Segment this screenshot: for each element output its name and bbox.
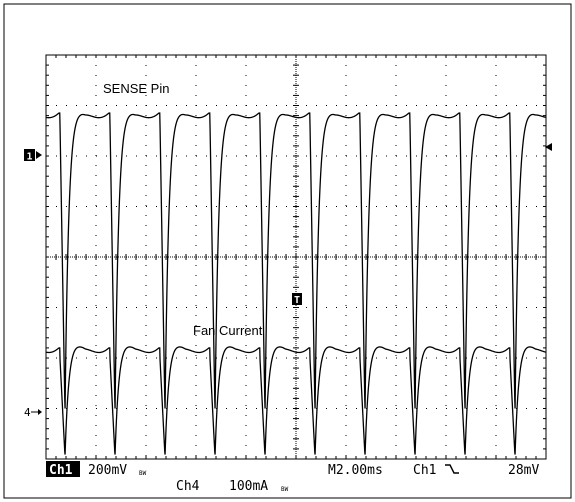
ch4-scale: 100mA: [229, 479, 268, 494]
annotation-sense-pin: SENSE Pin: [103, 81, 169, 96]
ch1-label: Ch1: [49, 463, 73, 478]
trigger-level: 28mV: [508, 463, 539, 478]
falling-edge-icon: [445, 464, 459, 474]
trace-fan-current: [45, 346, 547, 455]
ch4-ground-label: 4: [24, 406, 31, 419]
trace-sense-pin: [45, 112, 547, 409]
trigger-level-arrow-icon: [545, 143, 552, 151]
traces: [45, 112, 547, 455]
timebase-readout: M2.00ms: [328, 463, 383, 478]
ch1-ground-label: 1: [27, 152, 33, 163]
readout-bar: Ch1 200mV BW Ch4 100mA BW M2.00ms Ch1 28…: [46, 461, 539, 494]
ch4-label: Ch4: [176, 479, 200, 494]
ch4-bw-mark: BW: [281, 486, 289, 493]
ch1-ground-marker: 1: [24, 149, 42, 163]
ch1-label-box: [46, 461, 80, 477]
ch4-ground-arrow-icon: [38, 409, 42, 415]
ch4-ground-marker: 4: [24, 406, 42, 419]
annotation-fan-current: Fan Current: [193, 323, 263, 338]
ch1-ground-arrow-icon: [36, 151, 42, 159]
ch1-bw-mark: BW: [139, 470, 147, 477]
trigger-position-marker: T: [292, 293, 302, 306]
ch1-scale: 200mV: [88, 463, 127, 478]
svg-text:T: T: [294, 295, 300, 306]
graticule: [45, 54, 547, 460]
trigger-source: Ch1: [413, 463, 436, 478]
